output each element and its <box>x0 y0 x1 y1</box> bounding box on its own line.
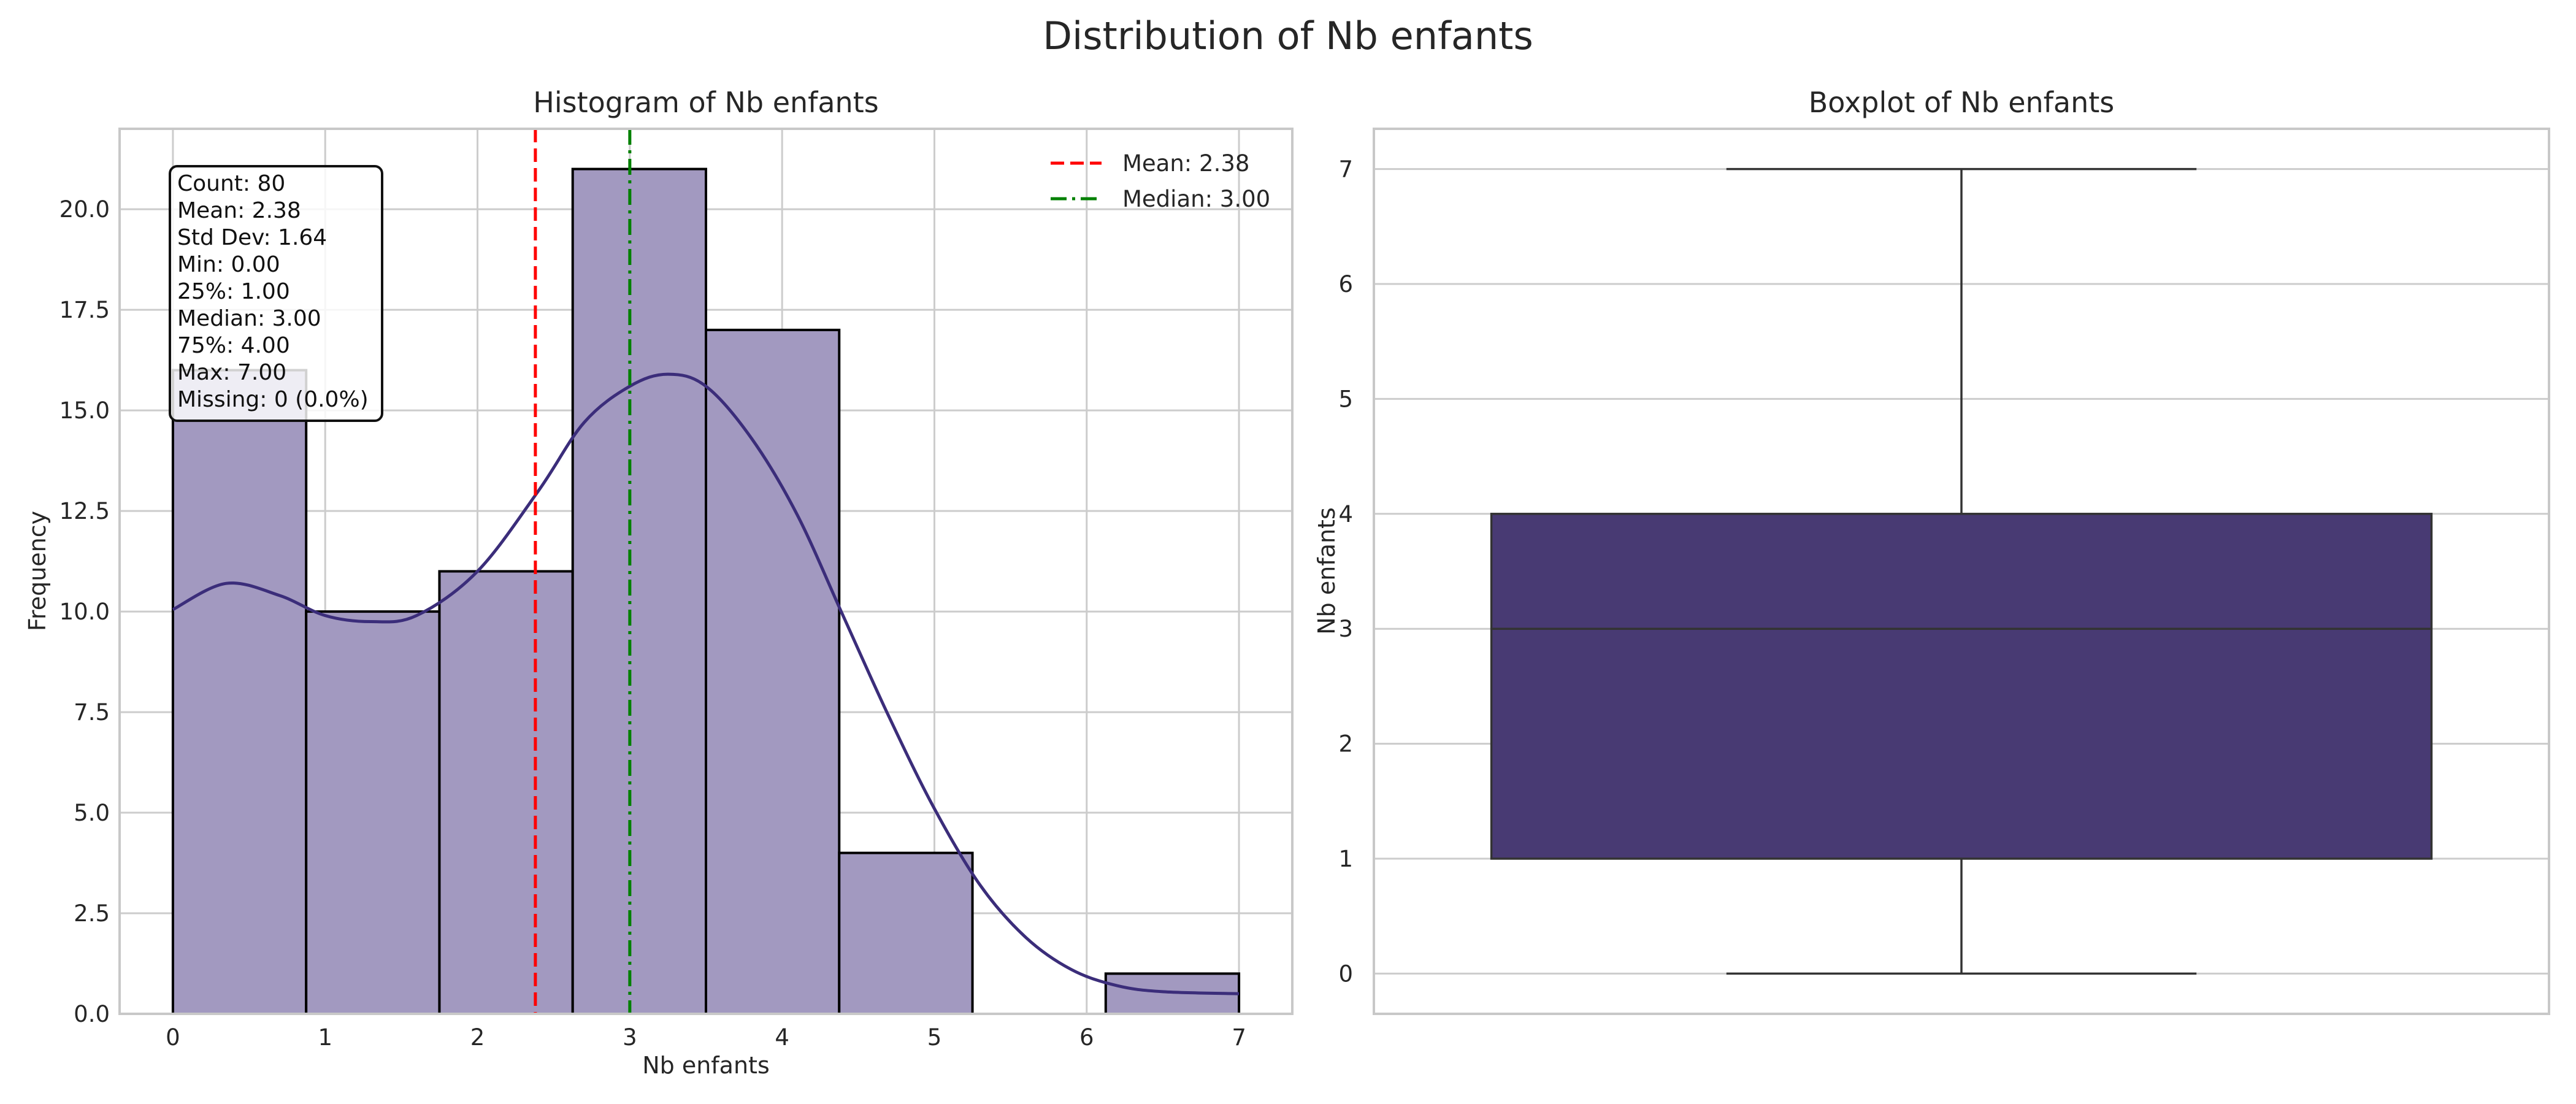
stats-std: Std Dev: 1.64 <box>177 225 327 250</box>
stats-count: Count: 80 <box>177 171 285 196</box>
x-tick-label: 3 <box>623 1024 637 1051</box>
kde-curve <box>172 372 1240 995</box>
stats-missing: Missing: 0 (0.0%) <box>177 387 369 412</box>
histogram-frame <box>118 128 1294 1015</box>
x-tick-label: 2 <box>470 1024 485 1051</box>
histogram-x-label: Nb enfants <box>642 1052 770 1079</box>
legend-mean-label: Mean: 2.38 <box>1122 150 1249 177</box>
histogram-bars <box>171 167 1241 1016</box>
y-tick-label: 2 <box>1338 731 1353 757</box>
histogram-bar <box>838 851 974 1015</box>
y-tick-label: 20.0 <box>59 196 110 223</box>
histogram-y-label: Frequency <box>24 511 51 631</box>
figure-title: Distribution of Nb enfants <box>1043 13 1533 58</box>
stats-median: Median: 3.00 <box>177 306 321 331</box>
y-tick-label: 15.0 <box>59 397 110 424</box>
y-tick-label: 3 <box>1338 616 1353 642</box>
stats-box-frame <box>169 165 383 422</box>
boxplot-frame <box>1373 128 2550 1015</box>
stats-box: Count: 80 Mean: 2.38 Std Dev: 1.64 Min: … <box>169 165 383 422</box>
x-tick-label: 4 <box>775 1024 789 1051</box>
y-tick-label: 0.0 <box>74 1001 110 1027</box>
histogram-bar <box>305 610 441 1015</box>
histogram-y-ticks: 0.0 2.5 5.0 7.5 10.0 12.5 15.0 17.5 20.0 <box>59 196 110 1027</box>
y-tick-label: 0 <box>1338 960 1353 987</box>
boxplot-elements <box>1490 167 2433 975</box>
y-tick-label: 1 <box>1338 846 1353 872</box>
stats-max: Max: 7.00 <box>177 360 286 385</box>
stats-q3: 75%: 4.00 <box>177 333 290 358</box>
x-tick-label: 1 <box>318 1024 332 1051</box>
y-tick-label: 17.5 <box>59 297 110 323</box>
histogram-bar <box>438 570 574 1015</box>
y-tick-label: 7.5 <box>74 699 110 726</box>
legend: Mean: 2.38 Median: 3.00 <box>1051 150 1270 212</box>
histogram-title: Histogram of Nb enfants <box>533 86 878 119</box>
histogram-bar <box>705 328 841 1015</box>
y-tick-label: 6 <box>1338 271 1353 297</box>
iqr-box <box>1490 513 2433 860</box>
stats-min: Min: 0.00 <box>177 252 280 277</box>
boxplot-panel: Boxplot of Nb enfants 0 1 2 3 4 5 6 7 Nb enfant… <box>1313 86 2550 1015</box>
x-tick-label: 6 <box>1079 1024 1094 1051</box>
y-tick-label: 5 <box>1338 386 1353 412</box>
y-tick-label: 10.0 <box>59 599 110 625</box>
stats-q1: 25%: 1.00 <box>177 279 290 304</box>
stats-mean: Mean: 2.38 <box>177 198 301 223</box>
y-tick-label: 7 <box>1338 156 1353 183</box>
x-tick-label: 0 <box>166 1024 180 1051</box>
boxplot-title: Boxplot of Nb enfants <box>1809 86 2114 119</box>
legend-median-label: Median: 3.00 <box>1122 186 1270 212</box>
x-tick-label: 7 <box>1232 1024 1246 1051</box>
histogram-bar <box>571 167 708 1015</box>
y-tick-label: 12.5 <box>59 498 110 524</box>
boxplot-y-label: Nb enfants <box>1313 507 1340 635</box>
y-tick-label: 5.0 <box>74 800 110 826</box>
boxplot-y-ticks: 0 1 2 3 4 5 6 7 <box>1338 156 1353 987</box>
histogram-panel: Histogram of Nb enfants 0 1 2 3 4 5 6 7 0.0 2.5 5… <box>24 86 1294 1079</box>
y-tick-label: 4 <box>1338 501 1353 527</box>
y-tick-label: 2.5 <box>74 900 110 927</box>
histogram-bar <box>171 369 308 1016</box>
x-tick-label: 5 <box>927 1024 942 1051</box>
histogram-x-ticks: 0 1 2 3 4 5 6 7 <box>166 1024 1246 1051</box>
